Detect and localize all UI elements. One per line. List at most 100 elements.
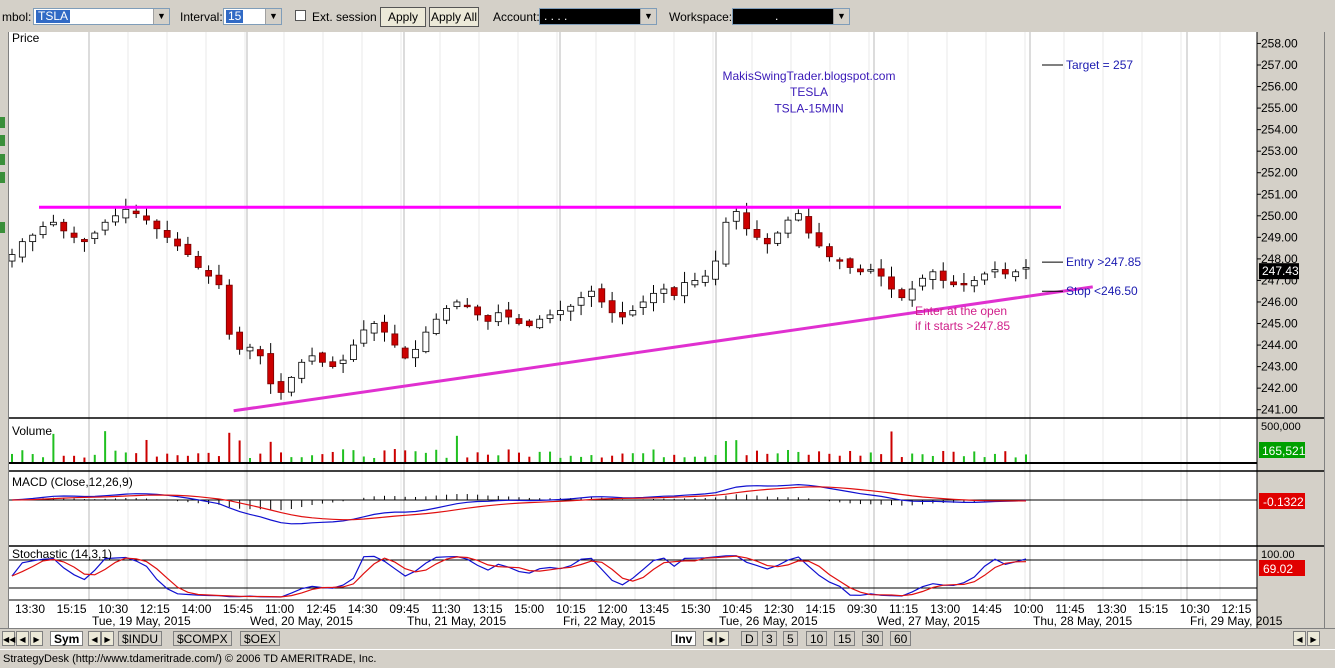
- candle: [225, 284, 233, 335]
- note-line-1: Enter at the open: [915, 304, 1007, 318]
- candle: [805, 216, 813, 234]
- volume-bar: [507, 449, 510, 462]
- x-date-label: Fri, 22 May, 2015: [563, 614, 656, 628]
- x-time-label: 12:30: [764, 602, 794, 616]
- candle: [101, 221, 109, 231]
- tab-inv[interactable]: Inv: [671, 631, 697, 646]
- y-tick-label: 241.00: [1261, 403, 1298, 417]
- tool-chip[interactable]: [0, 117, 5, 128]
- tool-chip[interactable]: [0, 135, 5, 146]
- volume-bar: [342, 449, 345, 462]
- tab-interval-d[interactable]: D: [741, 631, 758, 646]
- next-page-icon[interactable]: ▶: [30, 631, 43, 646]
- ext-session-checkbox[interactable]: [295, 10, 306, 21]
- toolbar: mbol: TSLA ▼ Interval: 15 ▼ Ext. session…: [0, 0, 1335, 33]
- stochastic-d-line: [11, 555, 1027, 598]
- tool-chip[interactable]: [0, 154, 5, 165]
- x-time-label: 15:15: [57, 602, 87, 616]
- tab-symbol-compx[interactable]: $COMPX: [173, 631, 232, 646]
- tool-chip[interactable]: [0, 172, 5, 183]
- candle: [505, 309, 513, 318]
- candle: [515, 318, 523, 324]
- candle: [660, 288, 668, 294]
- inv-next-icon[interactable]: ▶: [716, 631, 729, 646]
- sym-next-icon[interactable]: ▶: [101, 631, 114, 646]
- volume-bar: [435, 449, 438, 462]
- candle: [9, 254, 16, 262]
- candle: [774, 232, 782, 244]
- scroll-right-icon[interactable]: ▶: [1307, 631, 1320, 646]
- volume-bar: [652, 449, 655, 462]
- interval-combo[interactable]: 15 ▼: [223, 8, 282, 25]
- volume-bar: [1014, 457, 1017, 462]
- tab-interval-5[interactable]: 5: [783, 631, 798, 646]
- x-time-label: 14:15: [805, 602, 835, 616]
- left-tool-strip: [0, 32, 9, 628]
- candle: [619, 312, 626, 318]
- candle: [81, 239, 88, 243]
- sym-prev-icon[interactable]: ◀: [88, 631, 101, 646]
- price-chart[interactable]: Target = 257 Entry >247.85 Stop <246.50 …: [9, 32, 1324, 628]
- volume-bar: [724, 441, 727, 462]
- tab-interval-30[interactable]: 30: [862, 631, 884, 646]
- candle: [784, 219, 792, 234]
- volume-bar: [362, 456, 365, 462]
- chevron-down-icon[interactable]: ▼: [833, 9, 849, 24]
- tab-interval-60[interactable]: 60: [890, 631, 912, 646]
- volume-bar: [321, 454, 324, 462]
- volume-bar: [217, 456, 220, 462]
- tab-interval-10[interactable]: 10: [806, 631, 828, 646]
- x-time-label: 11:30: [431, 602, 460, 616]
- x-time-label: 09:45: [389, 602, 419, 616]
- tab-symbol-oex[interactable]: $OEX: [240, 631, 281, 646]
- volume-bar: [466, 457, 469, 462]
- y-tick-label: 243.00: [1261, 360, 1298, 374]
- volume-bar: [973, 451, 976, 462]
- right-tool-strip[interactable]: [1324, 32, 1335, 628]
- candle: [29, 234, 37, 243]
- volume-bar: [259, 453, 262, 462]
- prev-page-icon[interactable]: ◀: [16, 631, 29, 646]
- volume-bar: [787, 449, 790, 462]
- symbol-combo[interactable]: TSLA ▼: [33, 8, 170, 25]
- x-date-label: Tue, 19 May, 2015: [92, 614, 191, 628]
- workspace-combo[interactable]: . ▼: [732, 8, 850, 25]
- chevron-down-icon[interactable]: ▼: [640, 9, 656, 24]
- y-tick-label: 249.00: [1261, 230, 1298, 244]
- volume-bar: [104, 431, 107, 462]
- volume-bar: [62, 455, 65, 462]
- candle: [215, 274, 223, 286]
- x-time-label: 14:00: [181, 602, 211, 616]
- x-date-label: Wed, 27 May, 2015: [877, 614, 980, 628]
- volume-bar: [962, 456, 965, 462]
- chevron-down-icon[interactable]: ▼: [265, 9, 281, 24]
- symbol-label: mbol:: [2, 10, 32, 24]
- x-date-label: Fri, 29 May, 2015: [1190, 614, 1283, 628]
- candle: [463, 304, 471, 308]
- volume-bar: [631, 453, 634, 462]
- first-page-icon[interactable]: ◀◀: [2, 631, 15, 646]
- scroll-left-icon[interactable]: ◀: [1293, 631, 1306, 646]
- candle: [877, 268, 885, 277]
- y-tick-label: 244.00: [1261, 338, 1298, 352]
- tool-chip[interactable]: [0, 222, 5, 233]
- tab-symbol-indu[interactable]: $INDU: [118, 631, 163, 646]
- candle: [350, 344, 357, 360]
- x-time-label: 14:30: [348, 602, 378, 616]
- stochastic-axis-top: 100.00: [1261, 549, 1295, 561]
- volume-bar: [611, 455, 614, 462]
- inv-prev-icon[interactable]: ◀: [703, 631, 716, 646]
- chevron-down-icon[interactable]: ▼: [153, 9, 169, 24]
- account-combo[interactable]: . . . . ▼: [539, 8, 657, 25]
- tab-interval-15[interactable]: 15: [834, 631, 856, 646]
- apply-all-button[interactable]: Apply All: [429, 7, 479, 27]
- volume-bar: [890, 431, 893, 462]
- tab-interval-3[interactable]: 3: [762, 631, 777, 646]
- y-tick-label: 257.00: [1261, 58, 1298, 72]
- volume-bar: [911, 453, 914, 462]
- apply-button[interactable]: Apply: [380, 7, 426, 27]
- volume-bar: [1004, 451, 1007, 462]
- x-time-label: 11:45: [1055, 602, 1084, 616]
- tab-sym[interactable]: Sym: [50, 631, 84, 646]
- candle: [236, 331, 244, 350]
